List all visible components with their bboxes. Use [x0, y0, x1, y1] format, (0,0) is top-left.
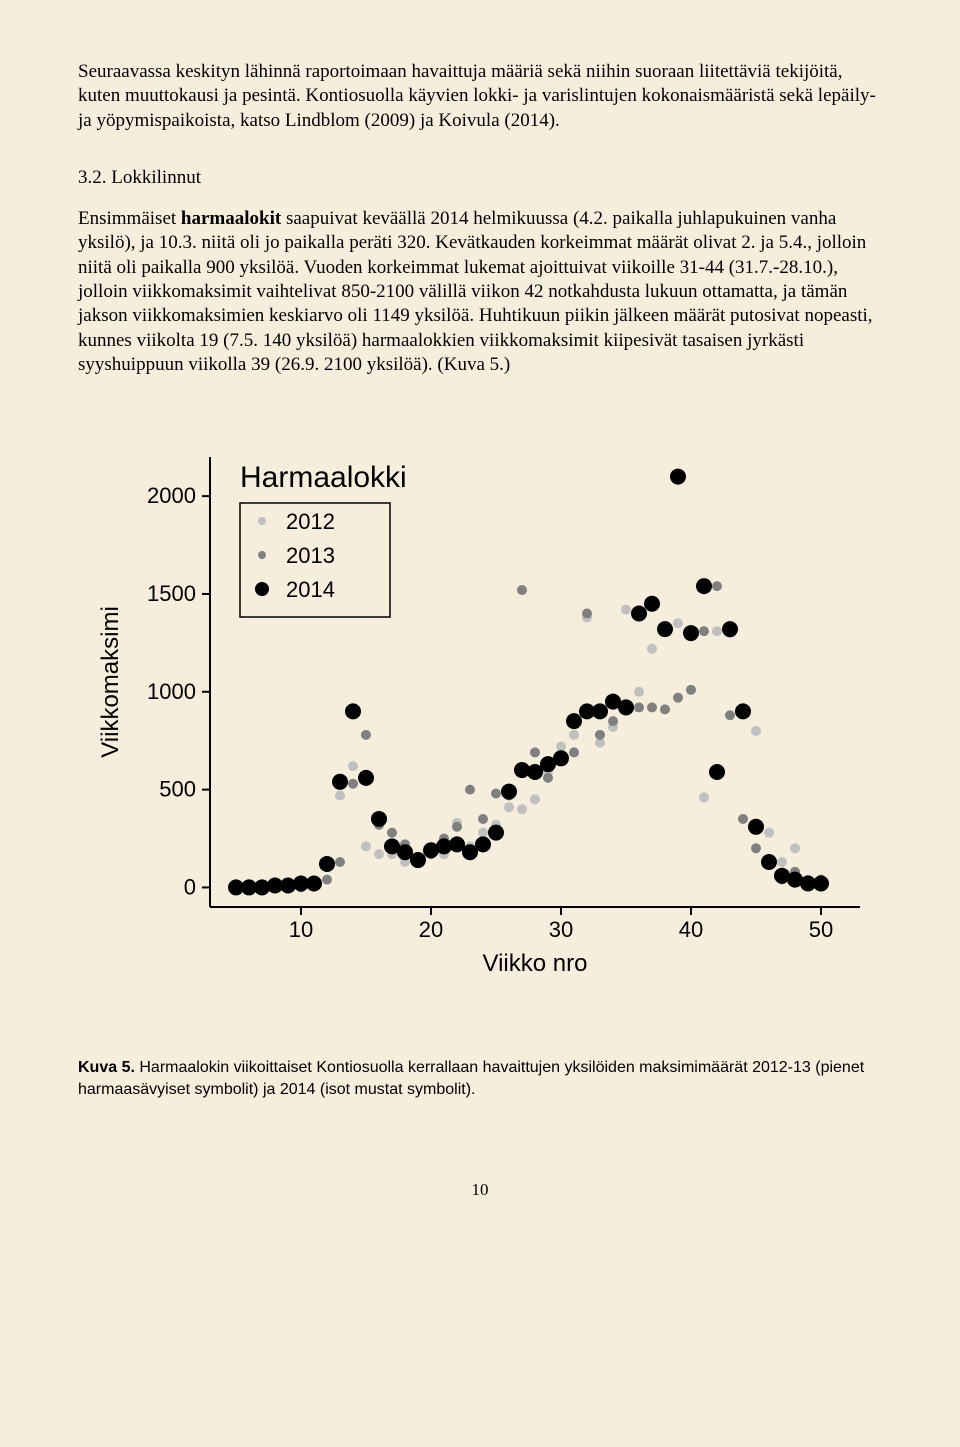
svg-text:2014: 2014 [286, 577, 335, 602]
paragraph-1: Seuraavassa keskityn lähinnä raportoimaa… [78, 60, 882, 133]
svg-text:1000: 1000 [147, 679, 196, 704]
caption-text: Harmaalokin viikoittaiset Kontiosuolla k… [78, 1059, 864, 1098]
svg-text:10: 10 [289, 917, 313, 942]
p2-post: saapuivat keväällä 2014 helmikuussa (4.2… [78, 208, 873, 375]
svg-text:500: 500 [159, 777, 196, 802]
document-page: Seuraavassa keskityn lähinnä raportoimaa… [0, 0, 960, 1240]
svg-text:2012: 2012 [286, 509, 335, 534]
svg-text:2000: 2000 [147, 483, 196, 508]
p2-bold-term: harmaalokit [181, 208, 281, 229]
scatter-chart: 0 500 1000 1500 2000 10 20 30 40 50 Viikko nro Viik… [80, 437, 880, 997]
svg-text:30: 30 [549, 917, 573, 942]
svg-text:50: 50 [809, 917, 833, 942]
section-heading: 3.2. Lokkilinnut [78, 167, 882, 189]
p2-pre: Ensimmäiset [78, 208, 181, 229]
svg-text:40: 40 [679, 917, 703, 942]
svg-text:0: 0 [184, 875, 196, 900]
figure-caption: Kuva 5. Harmaalokin viikoittaiset Kontio… [78, 1057, 882, 1100]
page-number: 10 [78, 1180, 882, 1200]
svg-text:1500: 1500 [147, 581, 196, 606]
paragraph-2: Ensimmäiset harmaalokit saapuivat kevääl… [78, 207, 882, 377]
svg-text:Harmaalokki: Harmaalokki [240, 461, 407, 494]
svg-text:Viikko nro: Viikko nro [483, 950, 588, 977]
svg-text:2013: 2013 [286, 543, 335, 568]
caption-lead: Kuva 5. [78, 1059, 135, 1076]
svg-text:20: 20 [419, 917, 443, 942]
svg-text:Viikkomaksimi: Viikkomaksimi [97, 606, 124, 758]
scatter-chart-svg: 0 500 1000 1500 2000 10 20 30 40 50 Viikko nro Viik… [80, 437, 880, 997]
